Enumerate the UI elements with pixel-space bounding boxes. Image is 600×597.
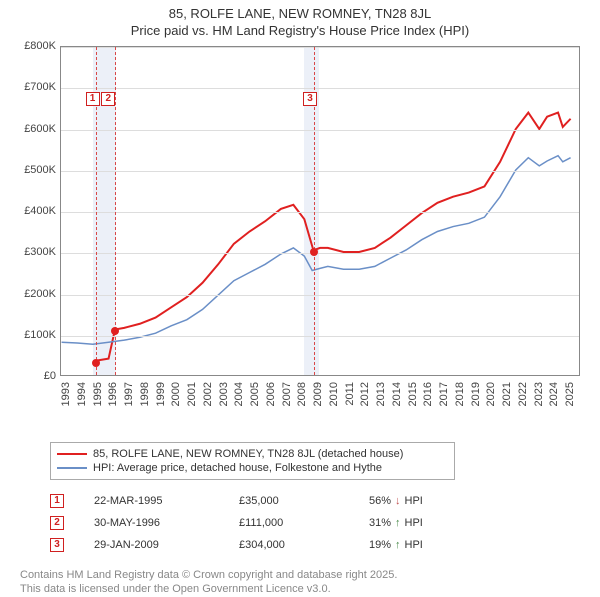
- chart-title: 85, ROLFE LANE, NEW ROMNEY, TN28 8JL: [0, 6, 600, 21]
- event-hpi-pct: 31%: [369, 517, 391, 529]
- legend-swatch: [57, 453, 87, 455]
- legend: 85, ROLFE LANE, NEW ROMNEY, TN28 8JL (de…: [50, 442, 455, 480]
- arrow-down-icon: ↓: [395, 495, 401, 507]
- data-point: [310, 248, 318, 256]
- x-axis-label: 1995: [92, 382, 104, 406]
- footnote-line2: This data is licensed under the Open Gov…: [20, 583, 331, 595]
- event-row: 1 22-MAR-1995 £35,000 56% ↓ HPI: [50, 490, 570, 512]
- chart-area: 12 3 £0 £100K £200K £300K £400K £500K £600K £700…: [10, 46, 590, 406]
- y-axis-label: £100K: [10, 329, 56, 341]
- x-axis-label: 2025: [564, 382, 576, 406]
- data-point: [92, 359, 100, 367]
- x-axis-label: 2023: [533, 382, 545, 406]
- x-axis-label: 2021: [501, 382, 513, 406]
- event-price: £111,000: [239, 517, 339, 529]
- x-axis-label: 1998: [139, 382, 151, 406]
- x-axis-label: 2006: [265, 382, 277, 406]
- x-axis-label: 2012: [359, 382, 371, 406]
- gridline: [61, 47, 579, 48]
- x-axis-label: 2024: [548, 382, 560, 406]
- chart-subtitle: Price paid vs. HM Land Registry's House …: [0, 23, 600, 38]
- gridline: [61, 253, 579, 254]
- x-axis-label: 2005: [249, 382, 261, 406]
- y-axis-label: £700K: [10, 81, 56, 93]
- legend-label: 85, ROLFE LANE, NEW ROMNEY, TN28 8JL (de…: [93, 448, 403, 460]
- event-price: £35,000: [239, 495, 339, 507]
- event-hpi: 19% ↑ HPI: [369, 539, 423, 551]
- x-axis-label: 2016: [422, 382, 434, 406]
- event-row: 3 29-JAN-2009 £304,000 19% ↑ HPI: [50, 534, 570, 556]
- footnote: Contains HM Land Registry data © Crown c…: [20, 568, 580, 597]
- event-row: 2 30-MAY-1996 £111,000 31% ↑ HPI: [50, 512, 570, 534]
- gridline: [61, 295, 579, 296]
- y-axis-label: £400K: [10, 205, 56, 217]
- legend-row: 85, ROLFE LANE, NEW ROMNEY, TN28 8JL (de…: [57, 447, 448, 461]
- series-line: [96, 113, 570, 361]
- event-index: 3: [50, 538, 64, 552]
- gridline: [61, 130, 579, 131]
- event-hpi-pct: 56%: [369, 495, 391, 507]
- y-axis-label: £200K: [10, 288, 56, 300]
- x-axis-label: 2008: [296, 382, 308, 406]
- legend-row: HPI: Average price, detached house, Folk…: [57, 461, 448, 475]
- x-axis-label: 2015: [407, 382, 419, 406]
- x-axis-label: 1994: [76, 382, 88, 406]
- gridline: [61, 212, 579, 213]
- x-axis-label: 2014: [391, 382, 403, 406]
- event-hpi-suffix: HPI: [405, 539, 423, 551]
- gridline: [61, 171, 579, 172]
- x-axis-label: 2017: [438, 382, 450, 406]
- legend-label: HPI: Average price, detached house, Folk…: [93, 462, 382, 474]
- event-hpi: 56% ↓ HPI: [369, 495, 423, 507]
- x-axis-label: 2022: [517, 382, 529, 406]
- x-axis-label: 1999: [155, 382, 167, 406]
- data-point: [111, 327, 119, 335]
- x-axis-label: 2011: [344, 382, 356, 406]
- event-hpi-suffix: HPI: [405, 517, 423, 529]
- event-marker: 3: [303, 92, 317, 106]
- x-axis-label: 2009: [312, 382, 324, 406]
- x-axis-label: 2003: [218, 382, 230, 406]
- event-price: £304,000: [239, 539, 339, 551]
- gridline: [61, 88, 579, 89]
- arrow-up-icon: ↑: [395, 539, 401, 551]
- event-date: 29-JAN-2009: [94, 539, 209, 551]
- x-axis-label: 2020: [485, 382, 497, 406]
- x-axis-label: 2018: [454, 382, 466, 406]
- arrow-up-icon: ↑: [395, 517, 401, 529]
- x-axis-label: 1993: [60, 382, 72, 406]
- x-axis-label: 2002: [202, 382, 214, 406]
- gridline: [61, 336, 579, 337]
- x-axis-label: 2004: [233, 382, 245, 406]
- y-axis-label: £0: [10, 370, 56, 382]
- events-table: 1 22-MAR-1995 £35,000 56% ↓ HPI 2 30-MAY-1996 £1…: [50, 490, 570, 556]
- event-marker: 1: [86, 92, 100, 106]
- event-hpi-suffix: HPI: [405, 495, 423, 507]
- x-axis-label: 2010: [328, 382, 340, 406]
- event-marker: 2: [101, 92, 115, 106]
- event-hpi: 31% ↑ HPI: [369, 517, 423, 529]
- x-axis-label: 2013: [375, 382, 387, 406]
- footnote-line1: Contains HM Land Registry data © Crown c…: [20, 569, 397, 581]
- x-axis-label: 2000: [170, 382, 182, 406]
- y-axis-label: £300K: [10, 246, 56, 258]
- chart-svg: [61, 47, 579, 375]
- x-axis-label: 1997: [123, 382, 135, 406]
- x-axis-label: 2019: [470, 382, 482, 406]
- x-axis-label: 1996: [107, 382, 119, 406]
- plot-region: 12 3: [60, 46, 580, 376]
- x-axis-label: 2007: [281, 382, 293, 406]
- event-index: 1: [50, 494, 64, 508]
- y-axis-label: £800K: [10, 40, 56, 52]
- event-date: 22-MAR-1995: [94, 495, 209, 507]
- y-axis-label: £500K: [10, 164, 56, 176]
- legend-swatch: [57, 467, 87, 469]
- event-date: 30-MAY-1996: [94, 517, 209, 529]
- x-axis-label: 2001: [186, 382, 198, 406]
- event-hpi-pct: 19%: [369, 539, 391, 551]
- y-axis-label: £600K: [10, 123, 56, 135]
- event-index: 2: [50, 516, 64, 530]
